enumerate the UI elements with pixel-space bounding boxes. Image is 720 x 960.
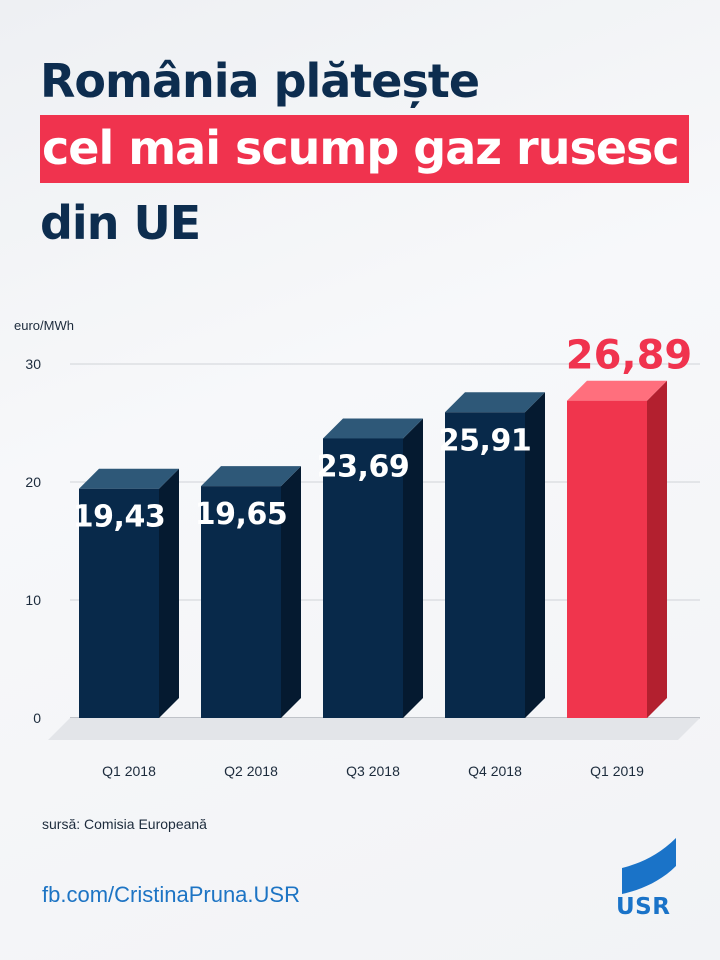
y-tick-label: 10 xyxy=(25,592,41,608)
x-tick-label: Q3 2018 xyxy=(346,763,400,779)
bar-value-label: 26,89 xyxy=(566,333,693,379)
bar-side xyxy=(647,380,667,718)
x-tick-label: Q4 2018 xyxy=(468,763,522,779)
x-tick-label: Q1 2019 xyxy=(590,763,644,779)
title-line-2-highlight: cel mai scump gaz rusesc xyxy=(40,115,689,183)
bar-top xyxy=(323,418,423,439)
bar-top xyxy=(445,392,545,413)
bar-top xyxy=(201,466,301,487)
bar xyxy=(445,412,525,718)
bar-top xyxy=(79,468,179,489)
bar-chart: euro/MWh 0 10 20 30 19,43 Q1 2018 19,65 Q2 2018 2… xyxy=(14,318,700,779)
y-tick-label: 30 xyxy=(25,356,41,372)
bar-top xyxy=(567,380,667,401)
bar-side xyxy=(159,468,179,718)
title-line-1: România plătește xyxy=(40,54,480,108)
bar-value-label: 23,69 xyxy=(317,449,409,484)
x-tick-label: Q1 2018 xyxy=(102,763,156,779)
bar xyxy=(79,488,159,718)
x-tick-label: Q2 2018 xyxy=(224,763,278,779)
y-tick-label: 0 xyxy=(33,710,41,726)
bar-side xyxy=(281,466,301,718)
bar xyxy=(201,486,281,718)
y-tick-label: 20 xyxy=(25,474,41,490)
bar-value-label: 25,91 xyxy=(439,423,531,458)
usr-logo-text: USR xyxy=(616,894,671,920)
chart-floor xyxy=(48,718,700,740)
bar-value-label: 19,65 xyxy=(195,497,287,532)
bar-value-label: 19,43 xyxy=(73,500,165,535)
source-note: sursă: Comisia Europeană xyxy=(42,816,207,832)
usr-flag-icon xyxy=(622,838,676,894)
facebook-link[interactable]: fb.com/CristinaPruna.USR xyxy=(42,882,300,907)
y-axis-label: euro/MWh xyxy=(14,318,74,333)
bar-side xyxy=(403,418,423,718)
bar xyxy=(567,400,647,718)
bar xyxy=(323,438,403,718)
title-line-3: din UE xyxy=(40,196,201,250)
bar-side xyxy=(525,392,545,718)
